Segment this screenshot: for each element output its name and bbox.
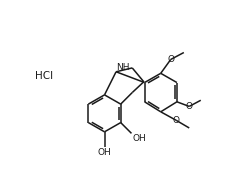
Text: OH: OH xyxy=(132,134,146,143)
Text: O: O xyxy=(173,116,180,125)
Text: O: O xyxy=(167,55,174,64)
Text: OH: OH xyxy=(98,148,111,157)
Text: O: O xyxy=(186,102,193,111)
Text: HCl: HCl xyxy=(35,71,53,81)
Text: NH: NH xyxy=(116,63,129,72)
